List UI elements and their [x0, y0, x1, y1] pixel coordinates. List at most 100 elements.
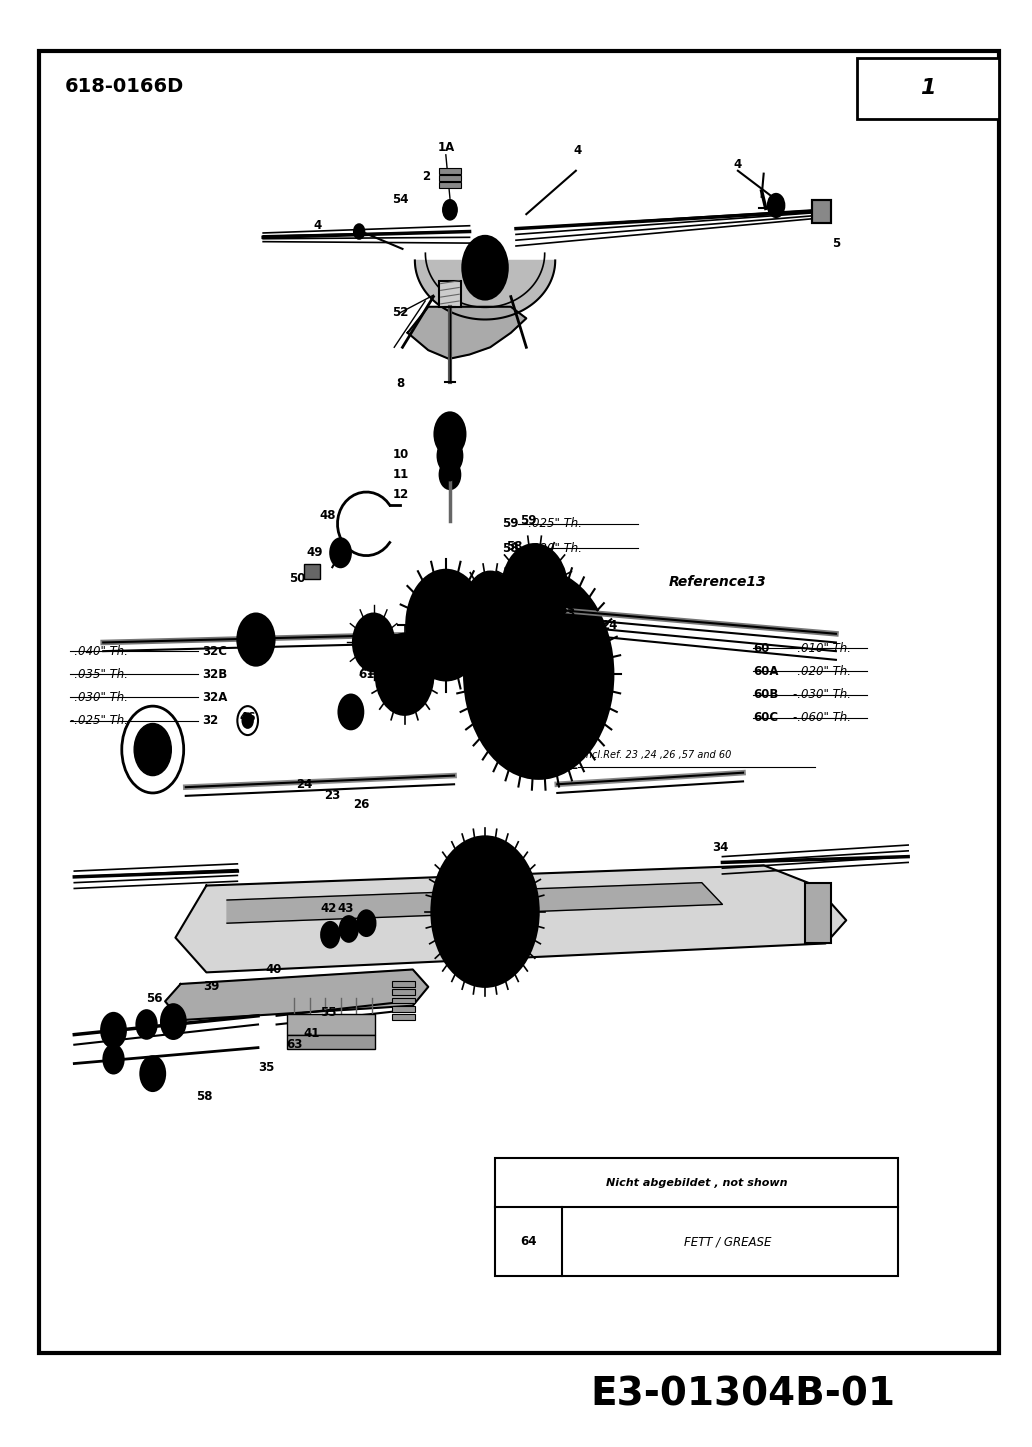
Text: -.060" Th.: -.060" Th. — [793, 712, 850, 724]
Circle shape — [434, 412, 465, 456]
Text: Incl.Ref. 23 ,24 ,26 ,57 and 60: Incl.Ref. 23 ,24 ,26 ,57 and 60 — [583, 751, 732, 760]
Polygon shape — [408, 307, 526, 359]
Circle shape — [136, 1010, 157, 1039]
Circle shape — [362, 917, 370, 929]
FancyBboxPatch shape — [39, 51, 999, 1353]
Circle shape — [503, 696, 523, 725]
Polygon shape — [165, 969, 428, 1020]
Text: -.025" Th.: -.025" Th. — [70, 715, 128, 726]
Text: 54: 54 — [392, 194, 409, 205]
Text: -.040" Th.: -.040" Th. — [70, 645, 128, 657]
Text: 32B: 32B — [202, 669, 227, 680]
Bar — [812, 200, 831, 223]
Text: 60B: 60B — [753, 689, 779, 700]
Bar — [439, 175, 461, 181]
Circle shape — [101, 1013, 126, 1048]
Text: 24: 24 — [296, 778, 313, 790]
Text: -.020" Th.: -.020" Th. — [793, 666, 850, 677]
Text: 32C: 32C — [202, 645, 227, 657]
Text: 60: 60 — [753, 642, 770, 654]
Text: 58: 58 — [506, 541, 522, 553]
Text: FETT / GREASE: FETT / GREASE — [684, 1236, 771, 1249]
Text: 23: 23 — [559, 608, 576, 619]
Text: 1A: 1A — [438, 142, 454, 153]
Text: 52: 52 — [392, 307, 409, 318]
Text: 11: 11 — [392, 469, 409, 480]
Bar — [392, 1014, 415, 1020]
Text: 26: 26 — [582, 657, 599, 669]
Circle shape — [554, 624, 575, 653]
Text: 38: 38 — [100, 1027, 117, 1039]
Text: 39: 39 — [203, 981, 220, 993]
Circle shape — [520, 570, 549, 611]
Text: -.025" Th.: -.025" Th. — [524, 518, 582, 530]
Text: -.035" Th.: -.035" Th. — [70, 669, 128, 680]
Bar — [805, 883, 831, 943]
Bar — [439, 168, 461, 174]
Text: 62: 62 — [556, 761, 573, 773]
Bar — [495, 1158, 898, 1276]
Text: 40: 40 — [265, 964, 282, 975]
Text: 8: 8 — [396, 378, 405, 389]
Circle shape — [338, 695, 363, 729]
Circle shape — [503, 900, 519, 923]
Circle shape — [237, 614, 275, 666]
Bar — [392, 998, 415, 1004]
Circle shape — [768, 194, 784, 217]
Text: 46: 46 — [239, 712, 256, 724]
Text: 55: 55 — [320, 1007, 336, 1019]
Circle shape — [440, 460, 460, 489]
Text: 58: 58 — [502, 543, 518, 554]
Text: 60C: 60C — [753, 712, 778, 724]
Circle shape — [103, 1045, 124, 1074]
Text: 23: 23 — [324, 790, 341, 802]
Text: 58: 58 — [196, 1091, 213, 1103]
Text: 56: 56 — [147, 993, 163, 1004]
Text: 54: 54 — [345, 703, 361, 715]
Text: -.010" Th.: -.010" Th. — [793, 642, 850, 654]
Circle shape — [475, 253, 495, 282]
Text: 63: 63 — [286, 1039, 302, 1051]
Circle shape — [438, 438, 462, 473]
Text: 32: 32 — [202, 715, 219, 726]
Circle shape — [353, 614, 394, 671]
Bar — [287, 1035, 375, 1049]
Text: 5: 5 — [832, 237, 840, 249]
Circle shape — [326, 929, 334, 941]
Circle shape — [436, 611, 456, 640]
Text: 48: 48 — [320, 509, 336, 521]
Circle shape — [448, 860, 522, 964]
Circle shape — [471, 891, 499, 932]
Circle shape — [431, 836, 539, 987]
Circle shape — [248, 628, 264, 651]
Text: 45: 45 — [144, 741, 161, 752]
Bar — [392, 1006, 415, 1011]
Polygon shape — [415, 260, 555, 320]
Circle shape — [482, 595, 595, 754]
Text: 42: 42 — [320, 903, 336, 915]
Text: 41: 41 — [303, 1027, 320, 1039]
Text: E3-01304B-01: E3-01304B-01 — [590, 1376, 896, 1414]
Bar — [304, 564, 320, 579]
Circle shape — [140, 1056, 165, 1091]
Circle shape — [464, 570, 613, 778]
Circle shape — [354, 224, 364, 239]
Text: 56: 56 — [147, 1071, 163, 1082]
Circle shape — [445, 427, 455, 441]
Text: Reference13: Reference13 — [669, 574, 767, 589]
Bar — [812, 200, 831, 223]
Text: 43: 43 — [337, 903, 354, 915]
Circle shape — [443, 200, 457, 220]
Text: 49: 49 — [307, 547, 323, 559]
Text: 59: 59 — [502, 518, 518, 530]
Circle shape — [144, 738, 161, 761]
Text: 64: 64 — [520, 1236, 537, 1249]
Text: -.030" Th.: -.030" Th. — [793, 689, 850, 700]
Circle shape — [446, 469, 454, 480]
FancyBboxPatch shape — [857, 58, 999, 119]
Text: 17: 17 — [433, 624, 450, 635]
Text: 50: 50 — [289, 573, 305, 585]
Circle shape — [376, 634, 433, 715]
Text: 62: 62 — [562, 760, 579, 771]
Text: 13: 13 — [248, 625, 264, 637]
